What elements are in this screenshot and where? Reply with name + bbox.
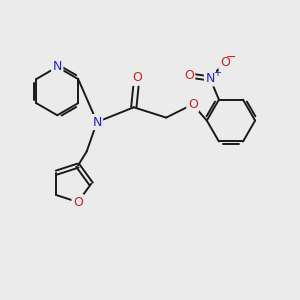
Text: N: N	[92, 116, 102, 128]
Text: O: O	[220, 56, 230, 69]
Text: O: O	[184, 69, 194, 82]
Text: N: N	[206, 72, 215, 85]
Text: +: +	[212, 68, 220, 78]
Text: O: O	[132, 71, 142, 84]
Text: N: N	[52, 61, 62, 74]
Text: O: O	[188, 98, 198, 111]
Text: −: −	[226, 51, 236, 64]
Text: O: O	[73, 196, 83, 208]
